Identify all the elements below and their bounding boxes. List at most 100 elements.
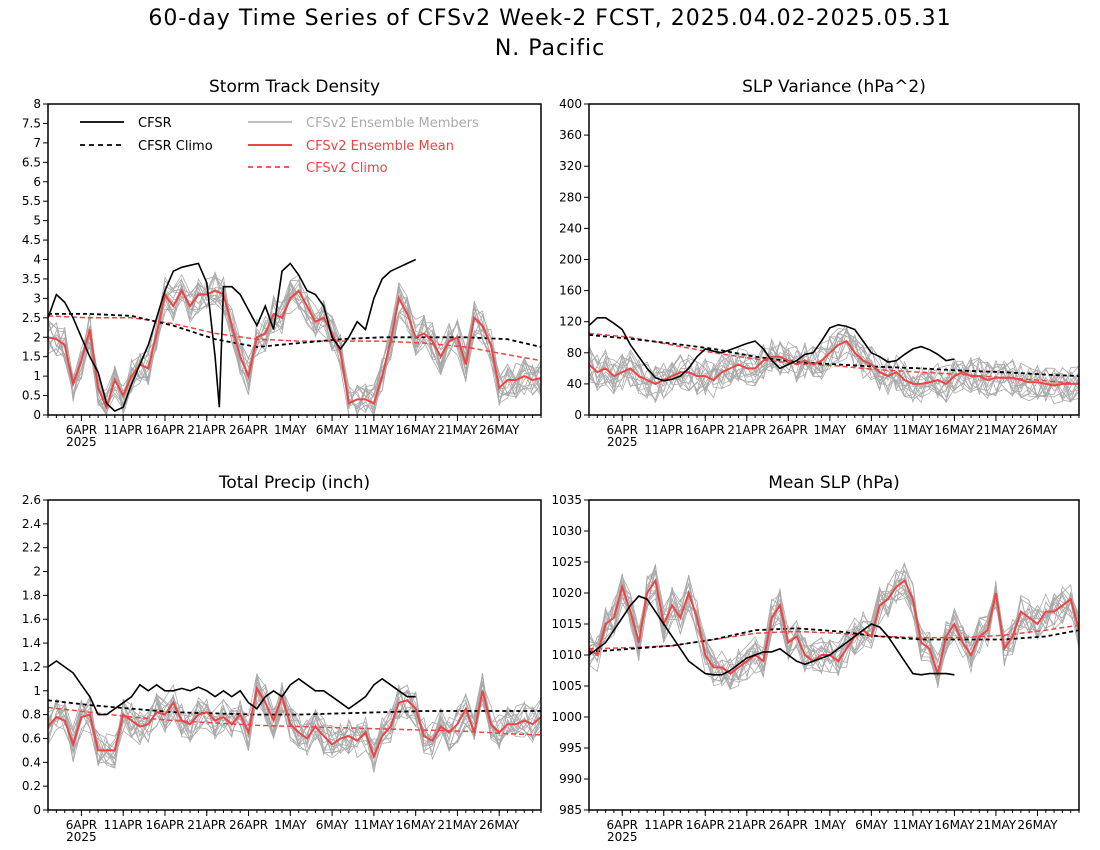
x-tick-label: 11APR (644, 818, 683, 832)
y-tick-label: 6.5 (22, 155, 41, 169)
ensemble-member-line (589, 327, 1079, 402)
plot-frame (47, 103, 542, 416)
x-tick-label: 26APR (769, 818, 808, 832)
y-tick-label: 1.6 (22, 612, 41, 626)
ensemble-member-line (589, 332, 1079, 404)
y-tick-label: 0.8 (22, 708, 41, 722)
y-tick-label: 240 (559, 221, 582, 235)
x-tick-label: 11MAY (893, 423, 934, 437)
ensemble-member-line (589, 326, 1079, 397)
y-tick-label: 160 (559, 284, 582, 298)
ensemble-member-line (48, 673, 541, 764)
x-tick-label: 21APR (187, 423, 226, 437)
ensemble-member-line (589, 336, 1079, 402)
x-tick-label: 21MAY (976, 423, 1017, 437)
series-line-mean (589, 578, 1079, 678)
x-tick-label: 1MAY (274, 423, 307, 437)
series-line-mean (48, 685, 541, 760)
y-tick-label: 5.5 (22, 194, 41, 208)
y-tick-label: 0 (33, 803, 41, 817)
y-tick-label: 200 (559, 253, 582, 267)
y-tick-label: 1 (33, 369, 41, 383)
y-tick-label: 4.5 (22, 233, 41, 247)
x-tick-label: 1MAY (814, 423, 847, 437)
ensemble-member-line (48, 673, 541, 768)
legend-members-label: CFSv2 Ensemble Members (306, 116, 479, 131)
x-tick-label: 26MAY (1017, 818, 1058, 832)
x-tick-label: 11APR (644, 423, 683, 437)
figure-subtitle: N. Pacific (494, 36, 606, 61)
x-tick-label: 16APR (145, 818, 184, 832)
panel-title: Storm Track Density (209, 77, 380, 97)
legend-ens-mean-label: CFSv2 Ensemble Mean (306, 139, 454, 154)
x-tick-label: 6APR (66, 818, 97, 832)
series-line-cfsr-climo (48, 312, 541, 348)
ensemble-member-line (589, 570, 1079, 690)
x-tick-label: 26APR (769, 423, 808, 437)
y-tick-label: 1010 (551, 648, 582, 662)
y-tick-label: 985 (559, 803, 582, 817)
x-tick-label: 16APR (145, 423, 184, 437)
x-tick-label: 21APR (727, 818, 766, 832)
plot-frame (588, 499, 1080, 811)
y-tick-label: 7.5 (22, 116, 41, 130)
y-tick-label: 0.6 (22, 731, 41, 745)
series-line-mean (48, 288, 541, 411)
y-tick-label: 360 (559, 128, 582, 142)
y-tick-label: 7 (33, 136, 41, 150)
figure-title: 60-day Time Series of CFSv2 Week-2 FCST,… (148, 6, 952, 31)
x-year-label: 2025 (66, 435, 97, 449)
y-tick-label: 1005 (551, 679, 582, 693)
y-tick-label: 0.2 (22, 779, 41, 793)
y-tick-label: 0 (33, 408, 41, 422)
y-tick-label: 6 (33, 175, 41, 189)
panel-title: Mean SLP (hPa) (768, 473, 900, 493)
y-tick-label: 3.5 (22, 272, 41, 286)
y-tick-label: 5 (33, 214, 41, 228)
y-tick-label: 0.5 (22, 389, 41, 403)
y-tick-label: 3 (33, 291, 41, 305)
y-tick-label: 1025 (551, 555, 582, 569)
series-line-cfsr (48, 258, 417, 413)
y-tick-label: 2.6 (22, 493, 41, 507)
x-tick-label: 11APR (104, 818, 143, 832)
ensemble-member-line (589, 564, 1079, 685)
x-tick-label: 21MAY (437, 818, 478, 832)
y-tick-label: 1015 (551, 617, 582, 631)
x-tick-label: 16APR (686, 818, 725, 832)
y-tick-label: 1.5 (22, 350, 41, 364)
y-tick-label: 990 (559, 772, 582, 786)
x-tick-label: 16MAY (934, 423, 975, 437)
y-tick-label: 2 (33, 565, 41, 579)
legend-cfsr-climo-label: CFSR Climo (138, 139, 213, 154)
ensemble-member-line (48, 272, 541, 415)
y-tick-label: 1030 (551, 524, 582, 538)
series-line-cfsr (589, 595, 955, 676)
ensemble-member-line (48, 688, 541, 757)
plot-frame (47, 499, 542, 811)
x-tick-label: 16MAY (934, 818, 975, 832)
x-tick-label: 16MAY (396, 423, 437, 437)
x-tick-label: 1MAY (814, 818, 847, 832)
ensemble-member-line (48, 691, 541, 769)
series-line-cfsr (48, 660, 416, 716)
series-line-mean (589, 339, 1079, 387)
y-tick-label: 995 (559, 741, 582, 755)
y-tick-label: 1000 (551, 710, 582, 724)
y-tick-label: 120 (559, 315, 582, 329)
plot-frame (588, 103, 1080, 416)
x-tick-label: 11MAY (354, 818, 395, 832)
series-line-cfsr (589, 316, 955, 382)
y-tick-label: 1020 (551, 586, 582, 600)
x-tick-label: 26MAY (1017, 423, 1058, 437)
x-year-label: 2025 (66, 830, 97, 844)
x-tick-label: 11MAY (354, 423, 395, 437)
legend-cfsv2-climo-label: CFSv2 Climo (306, 161, 388, 176)
ensemble-member-line (48, 680, 541, 766)
x-tick-label: 16MAY (396, 818, 437, 832)
y-tick-label: 1035 (551, 493, 582, 507)
x-tick-label: 6MAY (855, 818, 888, 832)
y-tick-label: 4 (33, 253, 41, 267)
x-tick-label: 26APR (229, 423, 268, 437)
